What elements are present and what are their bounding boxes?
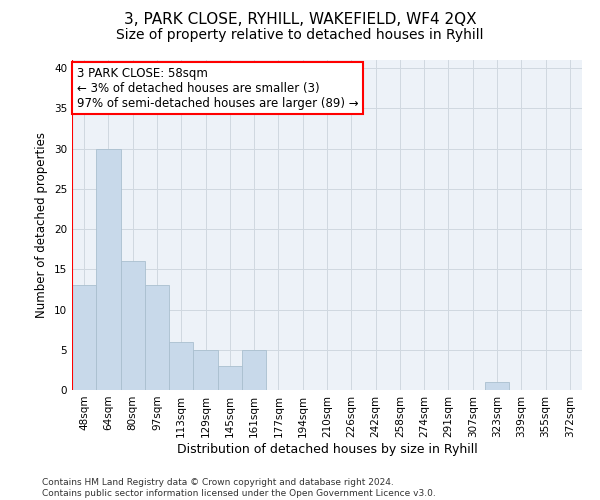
Bar	[169, 342, 193, 390]
Bar	[96, 148, 121, 390]
Text: 3, PARK CLOSE, RYHILL, WAKEFIELD, WF4 2QX: 3, PARK CLOSE, RYHILL, WAKEFIELD, WF4 2Q…	[124, 12, 476, 28]
Bar	[121, 261, 145, 390]
Bar	[485, 382, 509, 390]
Text: 3 PARK CLOSE: 58sqm
← 3% of detached houses are smaller (3)
97% of semi-detached: 3 PARK CLOSE: 58sqm ← 3% of detached hou…	[77, 66, 359, 110]
X-axis label: Distribution of detached houses by size in Ryhill: Distribution of detached houses by size …	[176, 442, 478, 456]
Bar	[218, 366, 242, 390]
Text: Size of property relative to detached houses in Ryhill: Size of property relative to detached ho…	[116, 28, 484, 42]
Bar	[193, 350, 218, 390]
Y-axis label: Number of detached properties: Number of detached properties	[35, 132, 49, 318]
Text: Contains HM Land Registry data © Crown copyright and database right 2024.
Contai: Contains HM Land Registry data © Crown c…	[42, 478, 436, 498]
Bar	[145, 286, 169, 390]
Bar	[242, 350, 266, 390]
Bar	[72, 286, 96, 390]
